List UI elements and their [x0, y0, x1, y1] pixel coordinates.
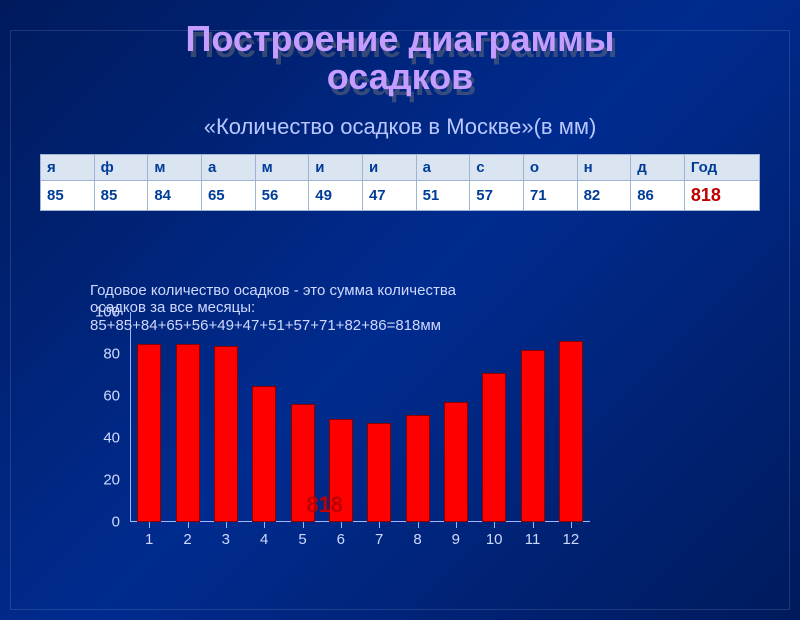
table-cell: 71 — [523, 180, 577, 210]
bar — [176, 344, 200, 523]
table-header: а — [201, 154, 255, 180]
x-tick-label: 8 — [413, 531, 421, 548]
x-tick — [264, 522, 265, 528]
table-cell: 56 — [255, 180, 309, 210]
table-header: с — [470, 154, 524, 180]
table-header: а — [416, 154, 470, 180]
table-header: м — [148, 154, 202, 180]
table-cell: 84 — [148, 180, 202, 210]
x-tick-label: 3 — [222, 531, 230, 548]
bar — [406, 415, 430, 522]
x-tick-label: 9 — [452, 531, 460, 548]
table-header: ф — [94, 154, 148, 180]
bar — [521, 350, 545, 522]
y-tick-label: 20 — [103, 472, 120, 489]
x-tick-label: 4 — [260, 531, 268, 548]
bar — [444, 402, 468, 522]
x-tick — [494, 522, 495, 528]
x-tick-label: 6 — [337, 531, 345, 548]
table-cell: 86 — [631, 180, 685, 210]
bar — [482, 373, 506, 522]
x-tick-label: 5 — [298, 531, 306, 548]
y-tick-label: 80 — [103, 346, 120, 363]
overlay-text: Годовое количество осадков - это сумма к… — [90, 282, 710, 334]
table-cell: 47 — [362, 180, 416, 210]
table-cell: 49 — [309, 180, 363, 210]
bar — [559, 341, 583, 522]
table-header: я — [41, 154, 95, 180]
table-cell: 818 — [684, 180, 759, 210]
table-cell: 57 — [470, 180, 524, 210]
x-tick — [379, 522, 380, 528]
x-tick — [303, 522, 304, 528]
x-tick-label: 2 — [183, 531, 191, 548]
y-tick-label: 60 — [103, 388, 120, 405]
table-header: д — [631, 154, 685, 180]
x-tick-label: 11 — [525, 531, 541, 548]
table-header: и — [309, 154, 363, 180]
x-tick-label: 12 — [562, 531, 579, 548]
y-tick-label: 40 — [103, 430, 120, 447]
bar — [252, 386, 276, 523]
x-tick-label: 10 — [486, 531, 503, 548]
x-tick — [571, 522, 572, 528]
table-cell: 85 — [41, 180, 95, 210]
bar — [367, 423, 391, 522]
x-tick — [418, 522, 419, 528]
x-tick — [188, 522, 189, 528]
sum-label: 818 — [306, 492, 343, 518]
y-tick-label: 0 — [112, 514, 120, 531]
x-tick — [341, 522, 342, 528]
table-header: н — [577, 154, 631, 180]
table-cell: 85 — [94, 180, 148, 210]
table-cell: 51 — [416, 180, 470, 210]
data-table: яфмамииасондГод 858584655649475157718286… — [40, 154, 760, 211]
title-line1: Построение диаграммы — [186, 18, 615, 59]
x-tick — [456, 522, 457, 528]
x-tick — [149, 522, 150, 528]
x-tick — [533, 522, 534, 528]
table-header: и — [362, 154, 416, 180]
bar — [214, 346, 238, 522]
table-cell: 65 — [201, 180, 255, 210]
axis-y — [130, 312, 131, 522]
table-header: о — [523, 154, 577, 180]
x-tick-label: 7 — [375, 531, 383, 548]
x-tick-label: 1 — [145, 531, 153, 548]
title-line2: осадков — [327, 56, 474, 97]
x-tick — [226, 522, 227, 528]
table-header: Год — [684, 154, 759, 180]
bar — [137, 344, 161, 523]
table-header: м — [255, 154, 309, 180]
table-cell: 82 — [577, 180, 631, 210]
